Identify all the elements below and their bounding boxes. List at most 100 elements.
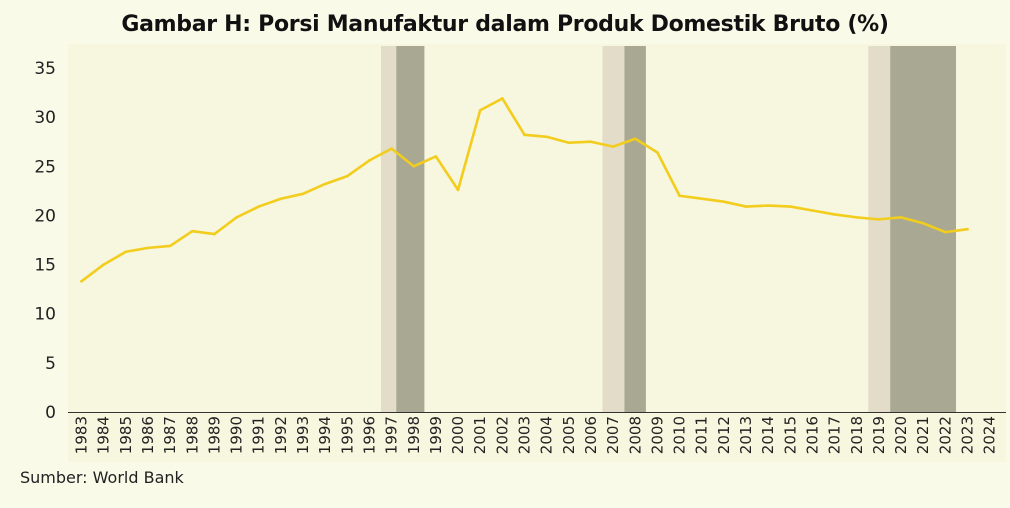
x-tick-1984: 1984 — [95, 416, 113, 454]
data-point-1988 — [190, 229, 194, 233]
data-point-1999 — [434, 155, 438, 158]
x-tick-1986: 1986 — [139, 416, 157, 454]
data-point-1986 — [146, 246, 150, 250]
x-tick-1991: 1991 — [250, 416, 268, 454]
x-tick-1994: 1994 — [316, 416, 334, 454]
x-tick-2012: 2012 — [715, 416, 733, 454]
y-tick-5: 5 — [45, 354, 56, 374]
x-tick-2011: 2011 — [693, 416, 711, 454]
data-point-2019 — [877, 218, 881, 221]
x-tick-2006: 2006 — [582, 416, 600, 454]
data-point-1993 — [301, 192, 305, 196]
shade-dark-3 — [890, 46, 956, 412]
x-tick-2000: 2000 — [449, 416, 467, 454]
data-point-2017 — [833, 213, 836, 216]
data-point-2022 — [944, 230, 947, 234]
plot-area — [68, 44, 1006, 462]
data-point-2018 — [855, 216, 859, 219]
shade-light-2 — [602, 46, 625, 412]
x-tick-1988: 1988 — [183, 416, 201, 454]
data-point-1996 — [368, 159, 371, 162]
shade-dark-2 — [624, 46, 646, 412]
data-point-2002 — [501, 97, 504, 100]
x-tick-2016: 2016 — [803, 416, 821, 454]
shade-light-3 — [868, 46, 891, 412]
x-tick-2023: 2023 — [959, 416, 977, 454]
shade-light-1 — [380, 46, 397, 412]
data-point-1992 — [279, 197, 283, 201]
x-tick-2017: 2017 — [826, 416, 844, 454]
x-tick-2022: 2022 — [936, 416, 954, 454]
data-point-2001 — [478, 108, 482, 112]
data-point-1985 — [124, 250, 128, 254]
x-tick-1995: 1995 — [338, 416, 356, 454]
x-tick-2007: 2007 — [604, 416, 622, 454]
data-point-1984 — [102, 263, 105, 266]
x-tick-1996: 1996 — [360, 416, 378, 454]
data-point-1989 — [213, 232, 216, 236]
shade-dark-1 — [396, 46, 425, 412]
x-tick-2014: 2014 — [759, 416, 777, 454]
data-point-2023 — [966, 227, 969, 231]
x-tick-1989: 1989 — [205, 416, 223, 454]
x-tick-2003: 2003 — [516, 416, 534, 454]
x-tick-2009: 2009 — [648, 416, 666, 454]
x-tick-2005: 2005 — [560, 416, 578, 454]
data-point-2010 — [678, 194, 681, 198]
x-tick-2013: 2013 — [737, 416, 755, 454]
data-point-2003 — [523, 133, 526, 137]
data-point-1994 — [323, 182, 327, 186]
x-tick-1985: 1985 — [117, 416, 135, 454]
x-tick-2024: 2024 — [981, 416, 999, 454]
x-tick-2004: 2004 — [538, 416, 556, 454]
data-point-2004 — [545, 135, 548, 139]
data-point-1991 — [257, 205, 261, 208]
series-line-1 — [80, 97, 969, 283]
data-point-1997 — [390, 147, 393, 150]
data-point-2013 — [744, 205, 748, 208]
y-tick-15: 15 — [34, 256, 56, 276]
data-point-1990 — [235, 216, 238, 219]
data-point-1987 — [168, 244, 172, 248]
x-tick-1987: 1987 — [161, 416, 179, 454]
data-point-2012 — [722, 200, 726, 203]
data-point-2005 — [567, 141, 571, 144]
data-point-2014 — [766, 204, 770, 207]
x-tick-1983: 1983 — [73, 416, 91, 454]
y-tick-0: 0 — [45, 403, 56, 423]
data-point-2006 — [589, 140, 593, 144]
chart-title: Gambar H: Porsi Manufaktur dalam Produk … — [121, 12, 889, 37]
x-tick-2019: 2019 — [870, 416, 888, 454]
x-tick-1993: 1993 — [294, 416, 312, 454]
y-tick-20: 20 — [34, 206, 56, 226]
x-tick-1997: 1997 — [383, 416, 401, 454]
x-tick-2021: 2021 — [914, 416, 932, 454]
x-tick-2015: 2015 — [781, 416, 799, 454]
data-point-2009 — [656, 151, 659, 154]
data-point-2000 — [456, 188, 460, 192]
x-tick-1998: 1998 — [405, 416, 423, 454]
x-tick-2008: 2008 — [626, 416, 644, 454]
x-tick-1992: 1992 — [272, 416, 290, 454]
data-point-2020 — [899, 216, 903, 219]
x-tick-2018: 2018 — [848, 416, 866, 454]
x-tick-2010: 2010 — [671, 416, 689, 454]
x-tick-2002: 2002 — [493, 416, 511, 454]
y-tick-25: 25 — [34, 157, 56, 177]
data-point-2007 — [611, 145, 615, 148]
y-tick-10: 10 — [34, 305, 56, 325]
y-tick-35: 35 — [34, 59, 56, 79]
source-note: Sumber: World Bank — [20, 468, 184, 487]
x-tick-1999: 1999 — [427, 416, 445, 454]
data-point-2015 — [789, 205, 792, 208]
data-point-2008 — [633, 137, 637, 141]
x-tick-2020: 2020 — [892, 416, 910, 454]
data-point-1998 — [412, 164, 416, 168]
x-tick-1990: 1990 — [228, 416, 246, 454]
data-point-2021 — [921, 221, 925, 225]
data-point-2011 — [700, 197, 703, 201]
data-point-1983 — [80, 279, 83, 283]
x-tick-2001: 2001 — [471, 416, 489, 454]
data-point-2016 — [811, 209, 814, 212]
